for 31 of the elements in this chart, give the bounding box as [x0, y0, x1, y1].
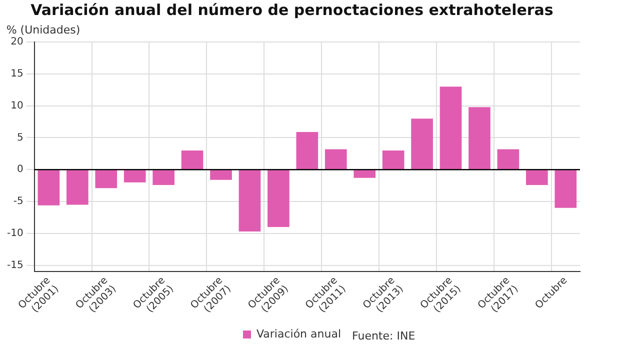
bar [382, 150, 404, 170]
bar [440, 86, 462, 170]
source-note: Fuente: INE [352, 329, 416, 342]
y-tick-label: 0 [16, 164, 24, 176]
bar [497, 149, 520, 170]
y-axis-title: % (Unidades) [6, 23, 80, 36]
bar [354, 170, 376, 178]
legend-label: Variación anual [256, 327, 342, 340]
bar [38, 170, 60, 206]
bar [152, 170, 174, 185]
y-tick-label: -10 [6, 228, 24, 240]
bar [181, 150, 204, 170]
bar [526, 170, 548, 185]
bar [411, 118, 433, 170]
bar [95, 170, 118, 188]
y-tick-label: -15 [6, 260, 24, 271]
y-tick-label: -5 [13, 196, 24, 208]
bar [238, 170, 261, 232]
y-tick-label: 15 [10, 68, 24, 80]
bar [268, 170, 290, 228]
bar [210, 170, 232, 180]
y-tick-label: 20 [10, 36, 24, 48]
bar [468, 107, 490, 170]
bar [124, 170, 146, 182]
bar [324, 149, 347, 170]
y-tick-label: 10 [10, 100, 24, 112]
y-tick-label: 5 [16, 132, 24, 144]
bar [296, 132, 318, 170]
bar [66, 170, 88, 205]
chart-title: Variación anual del número de pernoctaciones extrahoteleras [30, 0, 554, 19]
bar [554, 170, 577, 208]
